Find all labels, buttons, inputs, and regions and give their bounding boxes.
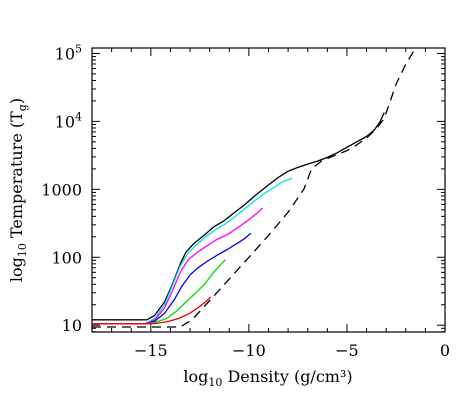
- series-line: [92, 177, 293, 325]
- y-tick-label: 105: [55, 42, 82, 63]
- x-tick-label: −10: [232, 341, 266, 360]
- dashed-line: [92, 48, 417, 328]
- series-line: [92, 259, 226, 325]
- tick-labels: −15 −10 −5 0 10 100 1000 104 105: [41, 42, 450, 360]
- series-line: [92, 207, 264, 325]
- series-line: [92, 296, 212, 325]
- y-axis-title: log10 Temperature (Tg): [7, 98, 29, 282]
- series-line: [92, 232, 252, 325]
- y-tick-label: 100: [51, 248, 82, 267]
- x-tick-label: −5: [335, 341, 359, 360]
- series-line: [92, 112, 385, 321]
- y-tick-label: 10: [62, 316, 82, 335]
- x-axis-title: log10 Density (g/cm³): [183, 367, 352, 389]
- plot-frame: [91, 47, 446, 333]
- axis-ticks: [91, 48, 446, 333]
- series-group: [92, 48, 417, 328]
- y-tick-label: 104: [55, 110, 82, 131]
- y-tick-label: 1000: [41, 180, 82, 199]
- x-tick-label: 0: [440, 341, 450, 360]
- x-tick-label: −15: [134, 341, 168, 360]
